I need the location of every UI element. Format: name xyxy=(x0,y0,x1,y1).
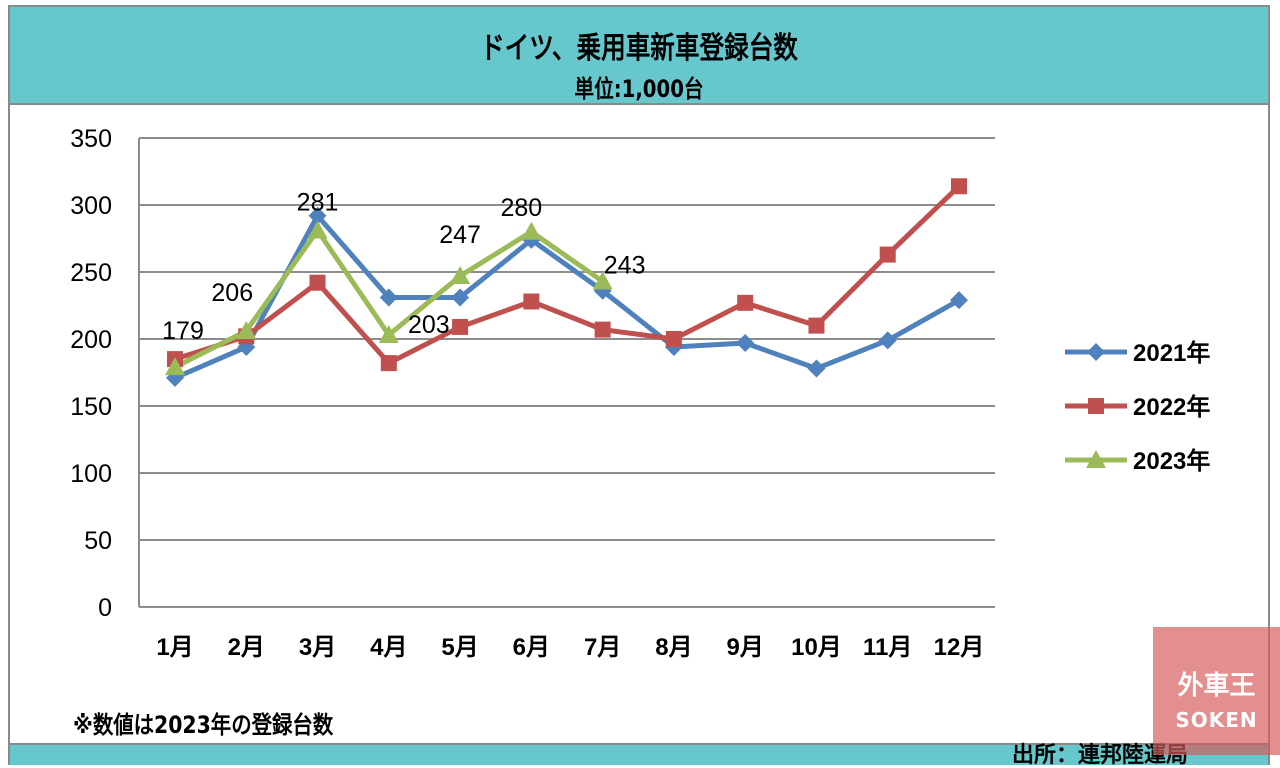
y-tick-label: 100 xyxy=(70,460,112,488)
data-point xyxy=(951,178,967,195)
data-point xyxy=(450,266,471,285)
x-tick-label: 4月 xyxy=(370,634,407,661)
x-tick-label: 2月 xyxy=(228,634,265,661)
data-point xyxy=(523,293,540,310)
y-tick-label: 350 xyxy=(70,125,112,153)
data-point xyxy=(665,331,682,347)
chart-title: ドイツ、乗用車新車登録台数 xyxy=(480,31,798,66)
legend-label: 2023年 xyxy=(1133,447,1210,475)
data-point xyxy=(594,321,611,338)
legend-marker xyxy=(1087,343,1105,361)
legend-label: 2021年 xyxy=(1133,339,1210,367)
x-tick-label: 11月 xyxy=(863,634,912,661)
data-label: 203 xyxy=(408,311,450,339)
data-label: 247 xyxy=(439,221,481,249)
x-tick-label: 6月 xyxy=(513,634,550,661)
data-label: 243 xyxy=(604,251,646,279)
data-point xyxy=(451,288,470,307)
footnote: ※数値は2023年の登録台数 xyxy=(73,711,334,739)
x-tick-label: 8月 xyxy=(655,634,692,661)
y-tick-label: 50 xyxy=(84,527,112,555)
data-point xyxy=(309,274,326,291)
data-point xyxy=(379,288,398,307)
x-tick-label: 3月 xyxy=(299,634,336,661)
data-point xyxy=(736,334,755,353)
series-line-2022年 xyxy=(174,184,961,366)
data-point xyxy=(950,291,968,310)
legend-marker xyxy=(1088,398,1104,414)
data-point xyxy=(236,320,257,339)
x-tick-label: 12月 xyxy=(934,634,985,661)
data-label: 206 xyxy=(211,279,253,307)
data-point xyxy=(737,294,754,311)
footer-band: 出所：連邦陸運局 xyxy=(10,743,1268,767)
data-label: 280 xyxy=(501,194,543,222)
x-tick-label: 5月 xyxy=(441,634,478,661)
data-point xyxy=(378,324,399,343)
y-tick-label: 250 xyxy=(70,259,112,287)
watermark-logo-text: 外車王 xyxy=(1177,671,1256,701)
x-tick-label: 10月 xyxy=(791,634,842,661)
watermark-logo: 外車王 SOKEN xyxy=(1153,627,1280,755)
x-tick-label: 7月 xyxy=(584,634,621,661)
data-point xyxy=(592,271,613,290)
x-tick-label: 9月 xyxy=(727,634,764,661)
data-point xyxy=(808,317,825,334)
data-point xyxy=(380,355,397,372)
legend-marker xyxy=(1086,450,1106,468)
x-tick-label: 1月 xyxy=(156,634,193,661)
data-point xyxy=(879,246,896,263)
data-label: 179 xyxy=(162,317,204,345)
y-tick-label: 0 xyxy=(98,594,112,622)
data-point xyxy=(307,220,328,239)
watermark-brand: SOKEN xyxy=(1175,708,1258,732)
data-point xyxy=(452,318,469,335)
data-point xyxy=(165,357,185,376)
y-tick-label: 200 xyxy=(70,326,112,354)
data-point xyxy=(308,206,327,225)
chart-unit: 単位:1,000台 xyxy=(574,75,704,103)
data-point xyxy=(807,359,826,378)
y-tick-label: 300 xyxy=(70,192,112,220)
data-point xyxy=(521,221,542,240)
data-label: 281 xyxy=(297,188,339,216)
series-line-2021年 xyxy=(174,213,961,381)
data-point xyxy=(878,331,897,350)
y-tick-label: 150 xyxy=(70,393,112,421)
legend-label: 2022年 xyxy=(1133,393,1210,421)
chart-header: ドイツ、乗用車新車登録台数 単位:1,000台 xyxy=(10,7,1268,105)
